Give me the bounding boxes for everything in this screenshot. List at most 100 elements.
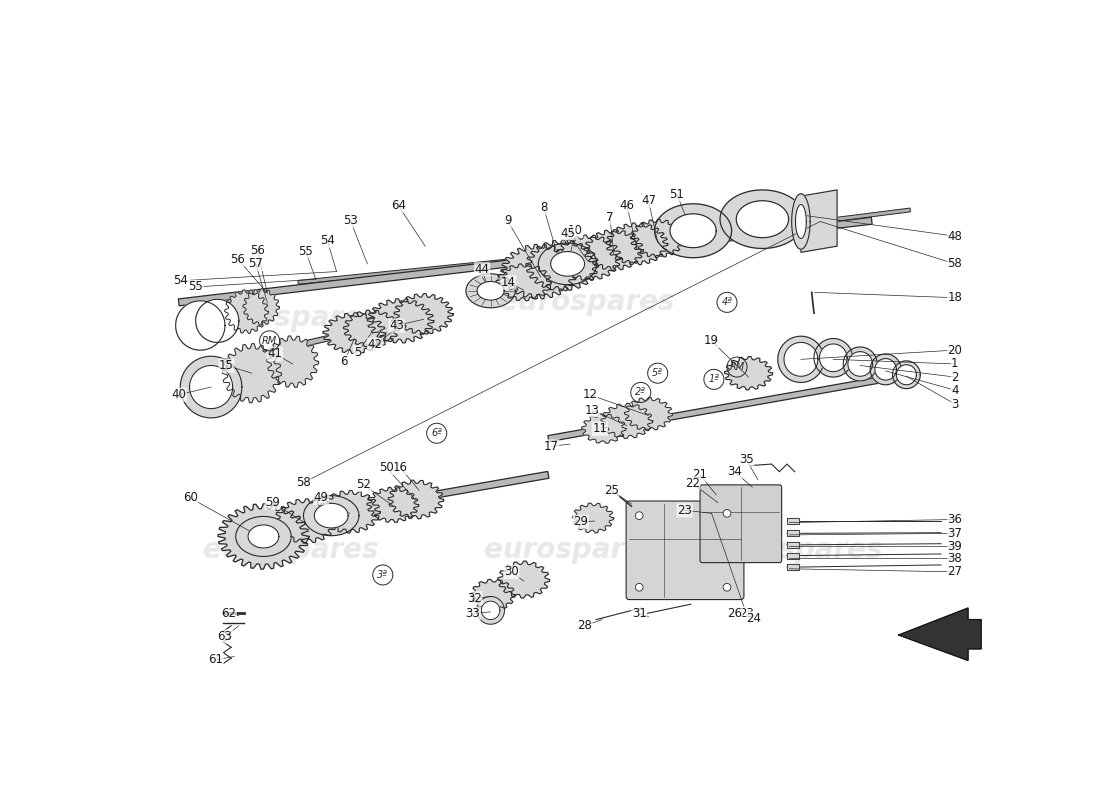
Text: 2ª: 2ª <box>636 387 646 398</box>
Polygon shape <box>784 342 818 376</box>
Text: 54: 54 <box>320 234 334 247</box>
Text: 7: 7 <box>606 211 614 224</box>
Text: 13: 13 <box>585 404 600 417</box>
Text: 8: 8 <box>540 201 548 214</box>
Text: 58: 58 <box>947 258 962 270</box>
Text: 23: 23 <box>678 504 692 517</box>
Text: 5: 5 <box>354 346 361 359</box>
Polygon shape <box>670 214 716 248</box>
Polygon shape <box>500 244 578 298</box>
Polygon shape <box>304 496 359 536</box>
Text: 63: 63 <box>218 630 232 643</box>
Text: 53: 53 <box>343 214 358 227</box>
Polygon shape <box>315 503 348 528</box>
Text: 9: 9 <box>504 214 512 227</box>
Text: 12: 12 <box>582 388 597 402</box>
Text: 49: 49 <box>314 491 329 505</box>
Polygon shape <box>496 264 551 301</box>
Polygon shape <box>820 344 847 372</box>
Text: 2: 2 <box>952 370 959 383</box>
Polygon shape <box>274 499 338 543</box>
Polygon shape <box>788 542 799 548</box>
Text: eurospares: eurospares <box>202 304 378 332</box>
Text: eurospares: eurospares <box>499 288 674 316</box>
Text: 43: 43 <box>389 319 404 332</box>
Text: 28: 28 <box>578 619 592 632</box>
Polygon shape <box>319 490 381 533</box>
Text: 34: 34 <box>727 466 742 478</box>
Text: 5ª: 5ª <box>652 368 663 378</box>
Text: 59: 59 <box>265 496 280 509</box>
Circle shape <box>723 583 730 591</box>
Polygon shape <box>584 230 644 270</box>
Text: eurospares: eurospares <box>707 536 882 564</box>
Polygon shape <box>249 525 279 548</box>
Polygon shape <box>235 517 292 557</box>
Polygon shape <box>240 471 549 532</box>
Polygon shape <box>788 564 799 570</box>
Text: 38: 38 <box>947 551 962 565</box>
Polygon shape <box>196 299 239 342</box>
Polygon shape <box>896 365 916 385</box>
Polygon shape <box>720 190 805 249</box>
Text: 11: 11 <box>593 422 607 435</box>
Text: 52: 52 <box>356 478 371 491</box>
Text: 64: 64 <box>390 199 406 212</box>
FancyBboxPatch shape <box>626 501 744 599</box>
Text: 21: 21 <box>693 468 707 482</box>
Text: 56: 56 <box>250 243 265 257</box>
Text: 16: 16 <box>393 462 408 474</box>
Polygon shape <box>466 274 515 308</box>
Polygon shape <box>218 504 309 569</box>
Polygon shape <box>551 251 584 276</box>
Polygon shape <box>538 243 597 285</box>
Text: 25: 25 <box>604 484 619 497</box>
Text: 55: 55 <box>188 281 204 294</box>
Polygon shape <box>267 336 319 387</box>
Text: 20: 20 <box>947 344 962 357</box>
Polygon shape <box>471 579 515 610</box>
Text: 61: 61 <box>208 653 223 666</box>
Text: 35: 35 <box>739 453 754 466</box>
Text: 37: 37 <box>947 527 962 540</box>
Polygon shape <box>477 282 504 300</box>
Polygon shape <box>874 358 896 380</box>
Text: 60: 60 <box>183 491 198 505</box>
Polygon shape <box>899 608 981 661</box>
Text: 17: 17 <box>543 440 559 453</box>
Text: 4: 4 <box>952 384 959 397</box>
Text: 46: 46 <box>619 199 635 212</box>
Polygon shape <box>788 518 799 524</box>
Text: 1ª: 1ª <box>708 374 719 384</box>
Text: 47: 47 <box>641 194 656 207</box>
Polygon shape <box>367 487 419 522</box>
Text: 57: 57 <box>249 258 263 270</box>
Polygon shape <box>788 553 799 558</box>
Text: 31: 31 <box>631 607 647 620</box>
Text: 15: 15 <box>219 359 234 372</box>
Text: 45: 45 <box>560 226 575 239</box>
Polygon shape <box>548 370 918 442</box>
Text: 24: 24 <box>747 611 761 625</box>
Polygon shape <box>572 503 614 533</box>
Polygon shape <box>556 235 622 280</box>
Text: 6: 6 <box>341 355 348 368</box>
Text: 4ª: 4ª <box>722 298 733 307</box>
Text: 42: 42 <box>367 338 383 351</box>
Polygon shape <box>582 414 626 443</box>
Polygon shape <box>180 356 242 418</box>
Text: 6ª: 6ª <box>431 428 442 438</box>
Polygon shape <box>201 321 395 370</box>
Text: 56: 56 <box>231 253 245 266</box>
Text: 30: 30 <box>504 566 519 578</box>
Text: 54: 54 <box>173 274 188 287</box>
Text: 1: 1 <box>952 358 959 370</box>
Polygon shape <box>654 204 732 258</box>
Text: 19: 19 <box>704 334 719 347</box>
Polygon shape <box>196 299 239 342</box>
Text: 40: 40 <box>172 388 186 402</box>
Text: 36: 36 <box>947 513 962 526</box>
Text: 41: 41 <box>267 347 283 361</box>
Circle shape <box>636 512 644 519</box>
Polygon shape <box>189 366 233 409</box>
